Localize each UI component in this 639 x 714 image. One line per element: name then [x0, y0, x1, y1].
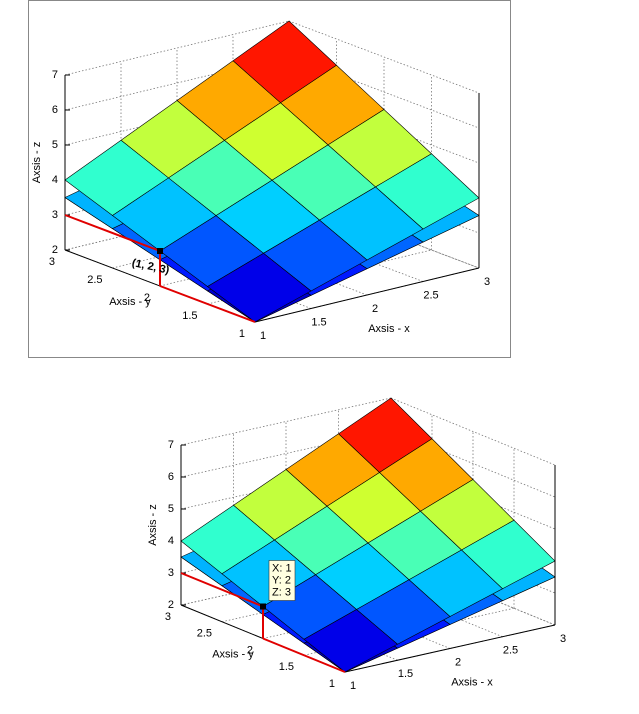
y-tick-label: 3	[165, 611, 171, 623]
z-tick-label: 4	[168, 535, 174, 547]
guide-line	[180, 572, 264, 608]
y-tick-label: 1	[239, 328, 245, 340]
z-tick-label: 5	[52, 139, 58, 151]
guide-line	[262, 637, 346, 673]
surface-patch	[303, 609, 399, 673]
grid-line	[390, 397, 556, 466]
grid-line	[288, 55, 480, 129]
z-tick-label: 3	[168, 567, 174, 579]
x-tick-label: 2	[372, 303, 378, 315]
data-point	[260, 603, 266, 610]
x-tick-label: 2	[455, 656, 461, 668]
grid-line	[180, 397, 392, 446]
x-tick-label: 1.5	[311, 316, 326, 328]
z-tick-label: 7	[52, 69, 58, 81]
y-tick-label: 2.5	[197, 628, 212, 640]
z-tick-label: 4	[52, 174, 58, 186]
x-tick-label: 3	[484, 276, 490, 288]
x-tick-label: 2.5	[423, 289, 438, 301]
grid-line	[288, 20, 480, 94]
datatip-box	[268, 560, 296, 601]
y-tick-label: 3	[49, 256, 55, 268]
y-tick-label: 1	[329, 678, 335, 690]
y-axis-label: Axsis - y	[109, 296, 151, 308]
datatip-text: X: 1	[272, 562, 292, 574]
surface-patch	[206, 252, 312, 323]
x-axis-label: Axsis - x	[451, 676, 493, 688]
datatip-text: Y: 2	[272, 574, 291, 586]
y-tick-label: 1.5	[279, 661, 294, 673]
y-tick-label: 2.5	[87, 274, 102, 286]
z-axis-label: Axsis - z	[147, 504, 159, 546]
x-tick-label: 1.5	[398, 668, 413, 680]
y-tick-label: 1.5	[182, 310, 197, 322]
grid-line	[390, 429, 556, 498]
z-tick-label: 6	[168, 471, 174, 483]
x-tick-label: 3	[560, 633, 566, 645]
x-tick-label: 1	[260, 330, 266, 342]
z-tick-label: 2	[168, 599, 174, 611]
guide-line	[159, 285, 256, 323]
x-axis-label: Axsis - x	[368, 323, 410, 335]
y-tick-label: 2	[247, 644, 253, 656]
z-tick-label: 2	[52, 244, 58, 256]
guide-line	[64, 214, 161, 252]
x-tick-label: 2.5	[503, 645, 518, 657]
z-tick-label: 7	[168, 439, 174, 451]
z-tick-label: 5	[168, 503, 174, 515]
axis-line	[344, 624, 556, 673]
figure-frame	[28, 0, 511, 358]
y-tick-label: 2	[144, 292, 150, 304]
datatip-text: Z: 3	[272, 586, 291, 598]
y-axis-label: Axsis - y	[212, 648, 254, 660]
z-tick-label: 6	[52, 104, 58, 116]
x-tick-label: 1	[350, 680, 356, 692]
z-tick-label: 3	[52, 209, 58, 221]
axis-line	[254, 267, 480, 323]
data-point	[157, 248, 163, 254]
z-axis-label: Axsis - z	[31, 142, 43, 184]
